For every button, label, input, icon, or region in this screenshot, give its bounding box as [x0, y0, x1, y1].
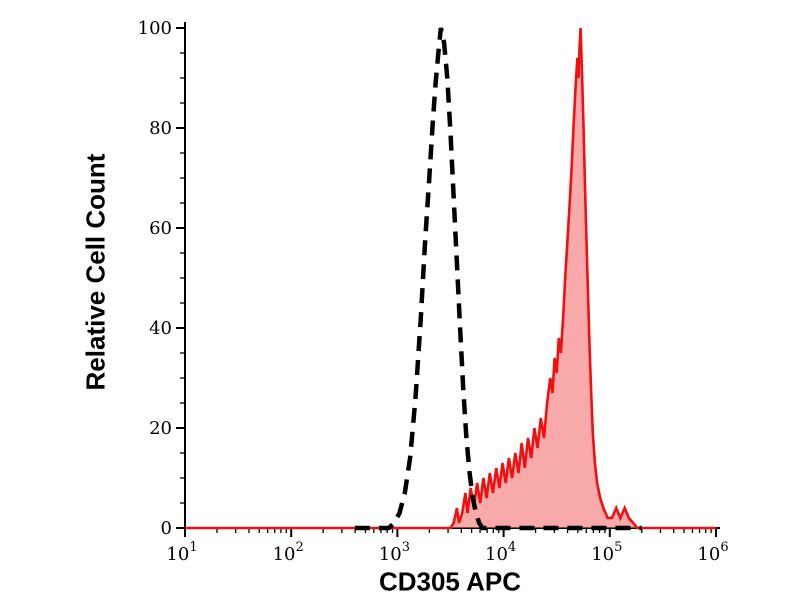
- series-stained-sample: [185, 27, 716, 530]
- svg-text:0: 0: [161, 518, 172, 539]
- series-isotype-control: [354, 27, 642, 531]
- svg-text:80: 80: [149, 118, 172, 139]
- x-axis-label: CD305 APC: [378, 566, 522, 597]
- svg-text:40: 40: [149, 318, 172, 339]
- svg-text:102: 102: [273, 540, 304, 565]
- svg-text:105: 105: [591, 540, 622, 565]
- svg-text:60: 60: [149, 218, 172, 239]
- x-axis-ticks: 101 102 103 104 105 106: [166, 528, 729, 565]
- svg-text:100: 100: [138, 18, 172, 39]
- y-axis-label: Relative Cell Count: [80, 153, 111, 391]
- svg-text:104: 104: [485, 540, 516, 565]
- svg-text:101: 101: [166, 540, 197, 565]
- svg-text:20: 20: [149, 418, 172, 439]
- svg-text:103: 103: [379, 540, 410, 565]
- axes: [184, 22, 720, 529]
- svg-text:106: 106: [697, 540, 728, 565]
- y-axis-ticks: 0 20 40 60 80 100: [138, 18, 185, 539]
